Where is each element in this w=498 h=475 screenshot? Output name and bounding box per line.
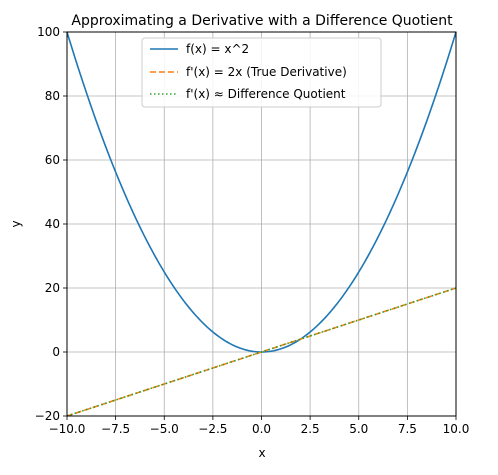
axis-ticks: −10.0 −7.5 −5.0 −2.5 0.0 2.5 5.0 7.5 10.0 −20 0 20 4… — [35, 25, 470, 436]
x-tick-label: 2.5 — [301, 422, 320, 436]
y-tick-label: 80 — [45, 89, 60, 103]
legend-label-f: f(x) = x^2 — [186, 42, 249, 56]
x-tick-label: 0.0 — [252, 422, 271, 436]
y-axis-label: y — [9, 220, 23, 227]
x-tick-label: −2.5 — [198, 422, 227, 436]
chart-title: Approximating a Derivative with a Differ… — [71, 13, 453, 29]
y-tick-label: 100 — [37, 25, 60, 39]
x-tick-label: 10.0 — [443, 422, 470, 436]
y-tick-label: 60 — [45, 153, 60, 167]
legend-label-difference-quotient: f'(x) ≈ Difference Quotient — [186, 87, 346, 101]
y-tick-label: 40 — [45, 217, 60, 231]
y-tick-label: 20 — [45, 281, 60, 295]
legend-label-true-derivative: f'(x) = 2x (True Derivative) — [186, 65, 347, 79]
x-tick-label: 7.5 — [398, 422, 417, 436]
y-tick-label: 0 — [52, 345, 60, 359]
x-tick-label: 5.0 — [349, 422, 368, 436]
x-tick-label: −5.0 — [150, 422, 179, 436]
x-tick-label: −10.0 — [49, 422, 86, 436]
series-difference-quotient-line — [66, 287, 457, 417]
legend: f(x) = x^2 f'(x) = 2x (True Derivative) … — [141, 37, 382, 108]
x-tick-label: −7.5 — [101, 422, 130, 436]
x-axis-label: x — [258, 446, 265, 460]
plot-series — [66, 31, 457, 417]
legend-box — [141, 37, 382, 108]
y-tick-label: −20 — [35, 409, 60, 423]
